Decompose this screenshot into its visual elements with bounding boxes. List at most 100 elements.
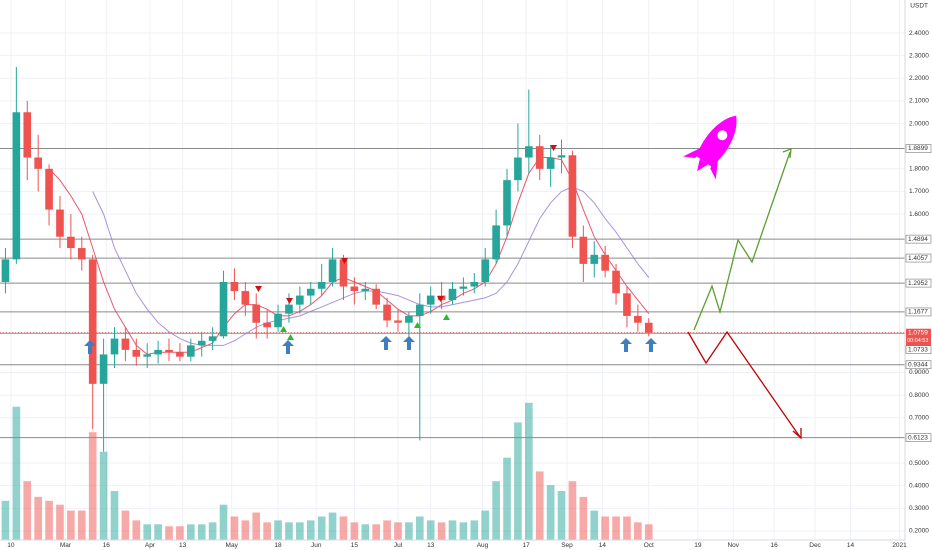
axes: 10 Mar 16 Apr 13 May 18 Jun 15 Jul 13 Aug 17 Sep 14 Oct… <box>7 30 932 549</box>
level-label-box <box>905 433 932 442</box>
volume-bar <box>241 520 250 540</box>
volume-bar <box>492 481 500 540</box>
volume-bar <box>186 524 195 540</box>
volume-bar <box>34 496 42 540</box>
candle-body <box>99 354 108 384</box>
volume-bar <box>437 522 446 540</box>
x-tick-label: 10 <box>7 542 15 549</box>
x-tick-label: 14 <box>847 542 855 549</box>
candle-body <box>176 352 184 357</box>
y-tick-label: 0.9000 <box>909 369 929 376</box>
candle-body <box>525 146 533 158</box>
y-tick-label: 1.8000 <box>909 166 929 173</box>
volume-bar <box>317 516 326 540</box>
candle-body <box>426 295 435 305</box>
level-label-box <box>905 234 932 244</box>
candle-body <box>241 291 250 305</box>
bear-arrowhead <box>792 428 802 440</box>
volume-bar <box>88 432 97 540</box>
volume-bar <box>394 522 402 540</box>
candle-body <box>317 281 326 289</box>
x-tick-label: 16 <box>103 542 111 549</box>
candle-body <box>306 288 315 296</box>
candle-body <box>88 259 97 384</box>
volume-bar <box>459 522 468 540</box>
volume-bar <box>121 510 130 540</box>
volume-bar <box>132 520 141 540</box>
volume-bar <box>328 512 337 540</box>
candle-body <box>274 313 282 328</box>
candle-body <box>208 336 217 341</box>
volume-bar <box>612 516 620 540</box>
y-tick-label: 1.7000 <box>909 188 929 195</box>
candle-body <box>154 349 162 355</box>
x-tick-label: 15 <box>351 542 359 549</box>
candle-body <box>350 286 359 292</box>
y-tick-label: 0.4000 <box>909 482 929 489</box>
x-tick-label: Mar <box>60 542 72 549</box>
volume-bar <box>590 510 599 540</box>
candle-body <box>448 288 457 301</box>
level-label: 0.9344 <box>908 361 928 368</box>
candle-body <box>121 338 130 350</box>
candle-body <box>263 322 271 328</box>
volume-bar <box>623 516 631 540</box>
volume-bar <box>77 510 86 540</box>
volume-bar <box>470 520 479 540</box>
volume-bar <box>644 524 653 540</box>
volume-bar <box>514 422 522 540</box>
y-tick-label: 2.2000 <box>909 75 929 82</box>
volume-bar <box>405 522 413 540</box>
candle-body <box>644 322 653 333</box>
price-axis-panel <box>905 0 932 550</box>
volume-bar <box>67 510 75 540</box>
x-tick-label: May <box>226 542 239 549</box>
y-tick-label: 2.4000 <box>909 30 929 37</box>
volume-bar <box>350 522 359 540</box>
level-label-box <box>905 307 932 317</box>
candles <box>1 66 653 452</box>
y-tick-label: 0.7000 <box>909 415 929 422</box>
y-tick-label: 0.3000 <box>909 505 929 512</box>
level-label-box <box>905 278 932 288</box>
candle-body <box>197 340 206 346</box>
annotations <box>84 115 802 440</box>
level-label: 0.6123 <box>908 434 928 441</box>
bear-path <box>687 330 801 438</box>
candle-body <box>405 315 413 323</box>
candle-body <box>568 155 577 237</box>
candle-body <box>492 225 500 260</box>
volume-bar <box>383 520 391 540</box>
volume-bar <box>372 524 380 540</box>
candle-body <box>77 248 86 260</box>
volume-bar <box>56 504 64 540</box>
volume-bar <box>546 485 555 540</box>
volume-bar <box>274 520 282 540</box>
volume-bar <box>263 522 271 540</box>
x-tick-label: Jun <box>311 542 322 549</box>
volume-bar <box>535 471 544 540</box>
sell-signals <box>255 145 557 304</box>
x-tick-label: 18 <box>274 542 282 549</box>
candle-body <box>230 281 239 292</box>
volume-bar <box>45 500 53 540</box>
candle-body <box>12 112 21 260</box>
candle-body <box>34 157 42 169</box>
x-tick-label: 14 <box>599 542 607 549</box>
unit-label: USDT <box>910 3 928 10</box>
y-tick-label: 0.8000 <box>909 392 929 399</box>
volume-bar <box>230 516 239 540</box>
candle-body <box>56 209 64 237</box>
last-price-box <box>906 328 931 346</box>
candle-body <box>481 259 490 282</box>
candle-body <box>590 254 599 264</box>
volume-bar <box>197 524 206 540</box>
candle-body <box>23 112 32 158</box>
candle-body <box>110 338 119 355</box>
volume-bar <box>1 500 10 540</box>
candle-body <box>557 155 566 158</box>
x-tick-label: Apr <box>145 542 156 549</box>
moving-averages <box>48 157 650 355</box>
